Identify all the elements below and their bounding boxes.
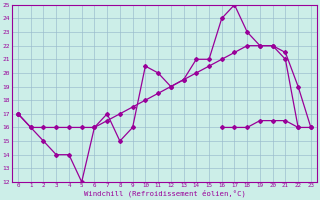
X-axis label: Windchill (Refroidissement éolien,°C): Windchill (Refroidissement éolien,°C) [84, 190, 245, 197]
